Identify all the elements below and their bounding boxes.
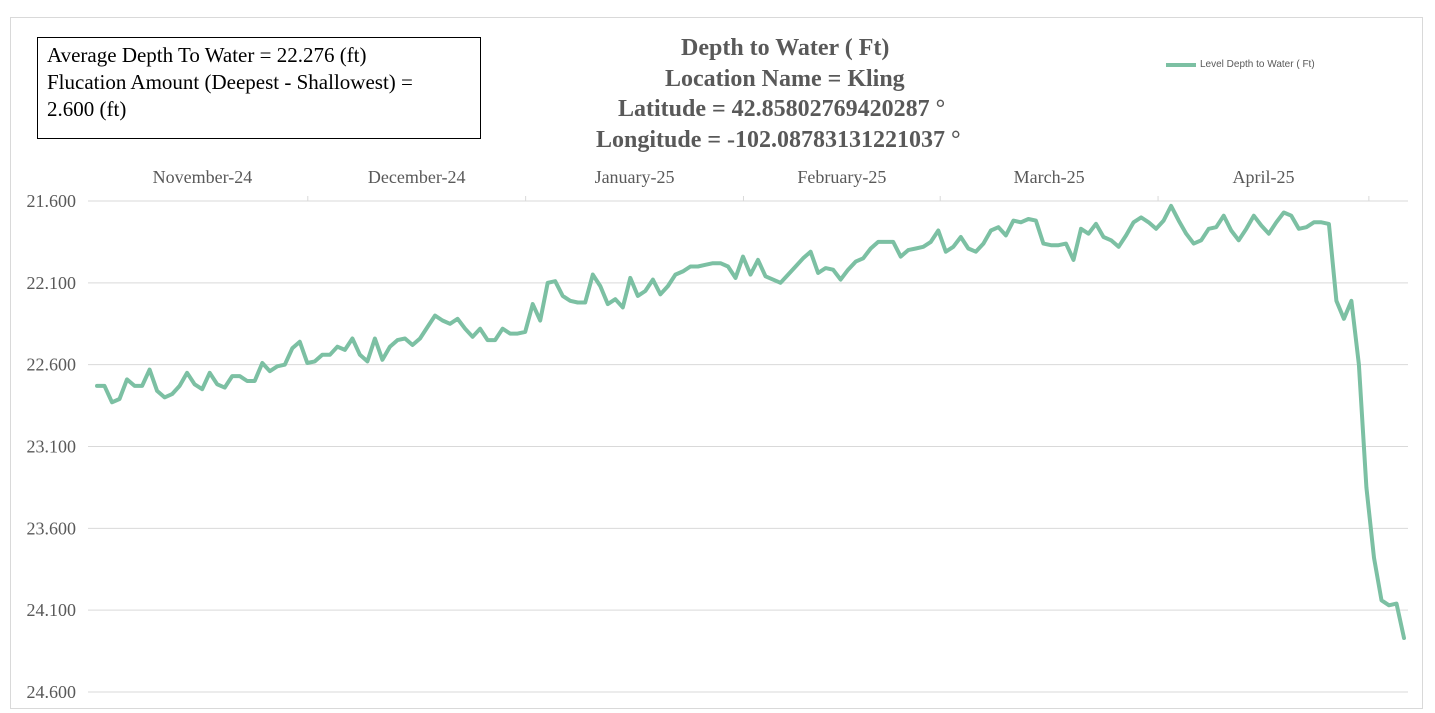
fluctuation-text: Flucation Amount (Deepest - Shallowest) … xyxy=(47,70,413,94)
fluctuation-value-text: 2.600 (ft) xyxy=(47,97,127,121)
legend-label: Level Depth to Water ( Ft) xyxy=(1200,59,1315,70)
y-tick-label: 21.600 xyxy=(27,191,77,211)
x-axis-ticks xyxy=(307,196,1370,201)
y-tick-label: 24.600 xyxy=(27,682,77,702)
y-tick-label: 23.100 xyxy=(27,437,77,457)
latitude-text: Latitude = 42.85802769420287 ° xyxy=(618,96,946,122)
y-tick-label: 22.100 xyxy=(27,273,77,293)
x-tick-label: April-25 xyxy=(1232,167,1294,187)
chart-legend: Level Depth to Water ( Ft) xyxy=(1166,59,1315,70)
y-tick-label: 22.600 xyxy=(27,355,77,375)
x-tick-label: January-25 xyxy=(595,167,675,187)
chart-title-block: Depth to Water ( Ft) Location Name = Kli… xyxy=(595,33,1195,155)
y-axis-labels: 21.600 22.100 22.600 23.100 23.600 24.100 24.6… xyxy=(27,191,77,702)
x-tick-label: March-25 xyxy=(1014,167,1085,187)
x-tick-label: February-25 xyxy=(797,167,886,187)
average-depth-text: Average Depth To Water = 22.276 (ft) xyxy=(47,43,367,67)
chart-frame xyxy=(10,17,1423,709)
location-name-text: Location Name = Kling xyxy=(665,65,905,92)
chart-title: Depth to Water ( Ft) xyxy=(681,35,890,61)
y-tick-label: 23.600 xyxy=(27,518,77,538)
x-tick-label: December-24 xyxy=(368,167,466,187)
longitude-text: Longitude = -102.08783131221037 ° xyxy=(596,126,961,153)
stats-box: Average Depth To Water = 22.276 (ft) Flu… xyxy=(37,37,481,139)
series-line-level-depth xyxy=(95,203,1406,640)
x-axis-labels: November-24 December-24 January-25 February… xyxy=(153,167,1295,187)
legend-swatch xyxy=(1166,62,1196,67)
y-tick-label: 24.100 xyxy=(27,600,77,620)
x-tick-label: November-24 xyxy=(153,167,253,187)
gridlines xyxy=(88,200,1408,693)
